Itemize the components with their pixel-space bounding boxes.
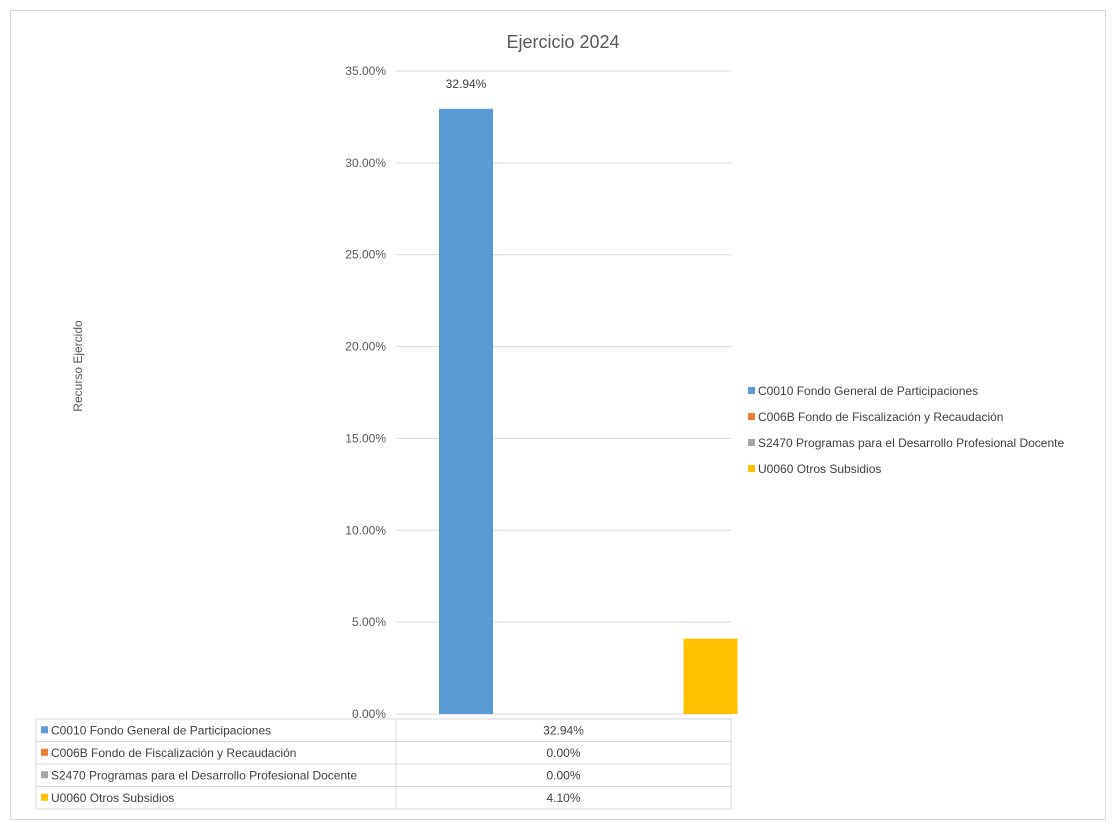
y-axis-ticks: 0.00% 5.00% 10.00% 15.00% 20.00% 25.00% 30.00%… (345, 64, 386, 721)
table-swatch (41, 771, 48, 779)
legend: C0010 Fondo General de Participaciones C0… (748, 384, 1064, 476)
table-series-name: S2470 Programas para el Desarrollo Profe… (51, 768, 357, 782)
y-tick-label: 25.00% (345, 248, 386, 262)
y-tick-label: 5.00% (352, 615, 386, 629)
bars (439, 108, 738, 714)
legend-entry: C006B Fondo de Fiscalización y Recaudaci… (758, 410, 1003, 424)
legend-entry: S2470 Programas para el Desarrollo Profe… (758, 436, 1064, 450)
data-table: C0010 Fondo General de Participaciones 32… (35, 718, 732, 810)
y-tick-label: 15.00% (345, 431, 386, 445)
table-swatch (41, 748, 48, 756)
chart-title: Ejercicio 2024 (506, 32, 619, 52)
legend-swatch (748, 465, 755, 472)
legend-swatch (748, 413, 755, 420)
data-labels: 32.94% (446, 77, 487, 91)
bar-4 (683, 638, 738, 714)
y-axis-title: Recurso Ejercido (71, 320, 85, 412)
y-tick-label: 30.00% (345, 156, 386, 170)
legend-swatch (748, 387, 755, 394)
table-value: 32.94% (543, 723, 584, 737)
y-tick-label: 35.00% (345, 64, 386, 78)
table-series-name: C0010 Fondo General de Participaciones (51, 723, 271, 737)
y-tick-label: 20.00% (345, 340, 386, 354)
chart-frame: Ejercicio 2024 Recurso Ejercido 0.00% 5.0… (10, 10, 1106, 820)
table-swatch (41, 793, 48, 801)
y-tick-label: 10.00% (345, 523, 386, 537)
data-label-1: 32.94% (446, 77, 487, 91)
table-value: 4.10% (546, 791, 580, 805)
table-series-name: U0060 Otros Subsidios (51, 791, 174, 805)
bar-1 (439, 108, 493, 714)
table-swatch (41, 726, 48, 734)
y-tick-label: 0.00% (352, 707, 386, 721)
table-value: 0.00% (546, 768, 580, 782)
table-value: 0.00% (546, 746, 580, 760)
legend-entry: U0060 Otros Subsidios (758, 462, 881, 476)
legend-swatch (748, 439, 755, 446)
table-series-name: C006B Fondo de Fiscalización y Recaudaci… (51, 746, 296, 760)
legend-entry: C0010 Fondo General de Participaciones (758, 384, 978, 398)
chart-svg: Ejercicio 2024 Recurso Ejercido 0.00% 5.0… (35, 32, 1064, 810)
